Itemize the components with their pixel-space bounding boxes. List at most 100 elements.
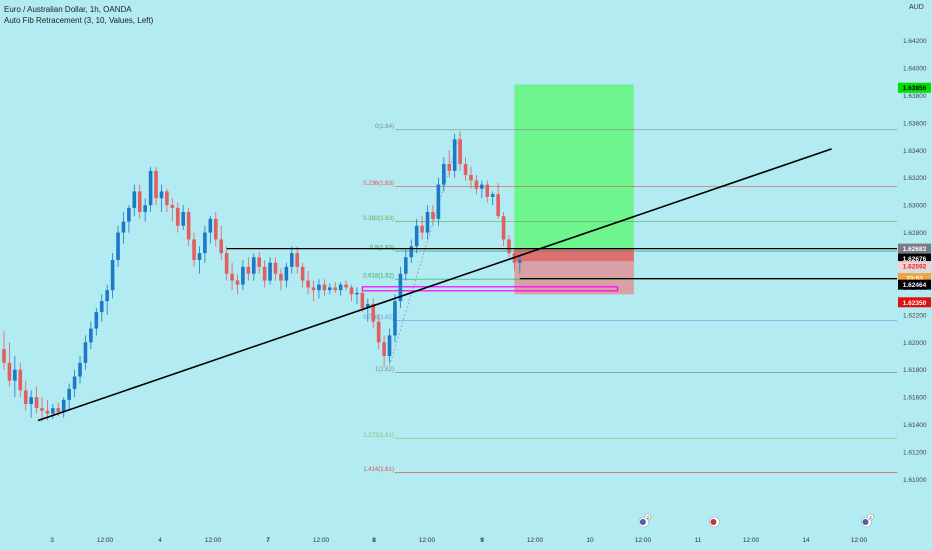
- candle-body[interactable]: [393, 301, 397, 336]
- candle-body[interactable]: [262, 266, 267, 281]
- candle-body[interactable]: [469, 174, 473, 181]
- candle-body[interactable]: [105, 290, 109, 302]
- candle-body[interactable]: [328, 287, 332, 291]
- candle-body[interactable]: [404, 257, 408, 274]
- candle-body[interactable]: [409, 246, 414, 258]
- candle-body[interactable]: [333, 287, 338, 291]
- candle-body[interactable]: [311, 287, 316, 291]
- candle-body[interactable]: [279, 273, 283, 281]
- candle-body[interactable]: [268, 262, 272, 281]
- candle-body[interactable]: [251, 257, 256, 274]
- candle-body[interactable]: [518, 260, 522, 263]
- candle-body[interactable]: [170, 205, 175, 208]
- candle-body[interactable]: [474, 180, 479, 189]
- candle-body[interactable]: [165, 191, 169, 206]
- candle-body[interactable]: [485, 184, 490, 197]
- candle-body[interactable]: [425, 212, 430, 233]
- candle-body[interactable]: [159, 191, 164, 199]
- trend-line[interactable]: [37, 148, 832, 422]
- candle-body[interactable]: [284, 266, 289, 281]
- candle-body[interactable]: [40, 408, 44, 411]
- candle-body[interactable]: [121, 221, 126, 233]
- candle-body[interactable]: [463, 164, 468, 175]
- candle-body[interactable]: [376, 321, 381, 343]
- symbol-title[interactable]: Euro / Australian Dollar, 1h, OANDA: [4, 5, 132, 14]
- candle-body[interactable]: [490, 194, 495, 197]
- candle-body[interactable]: [420, 225, 424, 233]
- candle-body[interactable]: [355, 292, 359, 295]
- candle-body[interactable]: [300, 266, 305, 281]
- candle-body[interactable]: [246, 266, 251, 274]
- candle-body[interactable]: [289, 253, 294, 267]
- candle-body[interactable]: [99, 301, 104, 313]
- candle-body[interactable]: [213, 218, 218, 240]
- candle-body[interactable]: [208, 218, 213, 233]
- candle-body[interactable]: [436, 184, 441, 219]
- candle-body[interactable]: [186, 212, 191, 240]
- candle-body[interactable]: [273, 262, 278, 274]
- candle-body[interactable]: [127, 207, 131, 222]
- candle-body[interactable]: [203, 232, 207, 254]
- candle-body[interactable]: [387, 335, 392, 356]
- candle-body[interactable]: [175, 207, 180, 226]
- candle-body[interactable]: [306, 280, 310, 288]
- candle-body[interactable]: [18, 369, 23, 391]
- candle-body[interactable]: [34, 397, 39, 409]
- candle-body[interactable]: [148, 170, 153, 206]
- candle-body[interactable]: [224, 253, 229, 274]
- indicator-title[interactable]: Auto Fib Retracement (3, 10, Values, Lef…: [4, 16, 154, 25]
- candle-body[interactable]: [338, 284, 343, 291]
- candle-body[interactable]: [235, 280, 240, 285]
- candle-body[interactable]: [398, 273, 403, 302]
- candle-body[interactable]: [344, 284, 348, 288]
- candle-body[interactable]: [349, 287, 354, 295]
- candle-body[interactable]: [197, 253, 202, 260]
- candle-body[interactable]: [116, 232, 120, 260]
- candle-body[interactable]: [137, 191, 142, 212]
- candle-body[interactable]: [317, 284, 321, 291]
- candle-body[interactable]: [83, 342, 88, 363]
- candle-body[interactable]: [89, 328, 93, 343]
- candle-body[interactable]: [371, 303, 376, 322]
- candle-body[interactable]: [414, 225, 419, 247]
- candle-body[interactable]: [51, 408, 55, 414]
- candle-body[interactable]: [7, 362, 12, 381]
- candle-body[interactable]: [132, 191, 137, 208]
- candle-body[interactable]: [13, 369, 17, 381]
- candle-body[interactable]: [94, 312, 99, 329]
- candle-body[interactable]: [45, 410, 50, 414]
- candle-body[interactable]: [154, 170, 158, 199]
- candle-body[interactable]: [2, 349, 6, 363]
- candle-body[interactable]: [241, 266, 245, 285]
- candle-body[interactable]: [230, 273, 234, 281]
- candle-body[interactable]: [322, 284, 327, 291]
- candle-body[interactable]: [192, 239, 196, 260]
- candle-body[interactable]: [181, 212, 185, 226]
- candle-body[interactable]: [143, 205, 147, 212]
- candle-body[interactable]: [110, 260, 115, 291]
- target-zone[interactable]: [514, 84, 634, 249]
- candle-body[interactable]: [257, 257, 262, 267]
- candle-body[interactable]: [507, 239, 511, 254]
- candle-body[interactable]: [447, 164, 452, 171]
- candle-body[interactable]: [295, 253, 300, 267]
- candle-body[interactable]: [431, 212, 435, 219]
- candle-body[interactable]: [382, 342, 386, 356]
- candle-body[interactable]: [480, 184, 484, 189]
- candle-body[interactable]: [496, 194, 500, 217]
- candle-body[interactable]: [366, 303, 370, 308]
- candle-body[interactable]: [458, 139, 462, 164]
- candle-body[interactable]: [56, 408, 61, 413]
- candle-body[interactable]: [67, 388, 71, 400]
- candle-body[interactable]: [442, 164, 446, 185]
- candle-body[interactable]: [501, 216, 506, 240]
- candle-body[interactable]: [61, 399, 66, 413]
- candle-body[interactable]: [72, 376, 77, 389]
- candle-body[interactable]: [360, 292, 365, 308]
- magenta-zone[interactable]: [361, 286, 619, 292]
- candle-body[interactable]: [219, 239, 223, 254]
- candle-body[interactable]: [29, 397, 33, 404]
- candle-body[interactable]: [23, 390, 28, 404]
- candle-body[interactable]: [452, 139, 457, 171]
